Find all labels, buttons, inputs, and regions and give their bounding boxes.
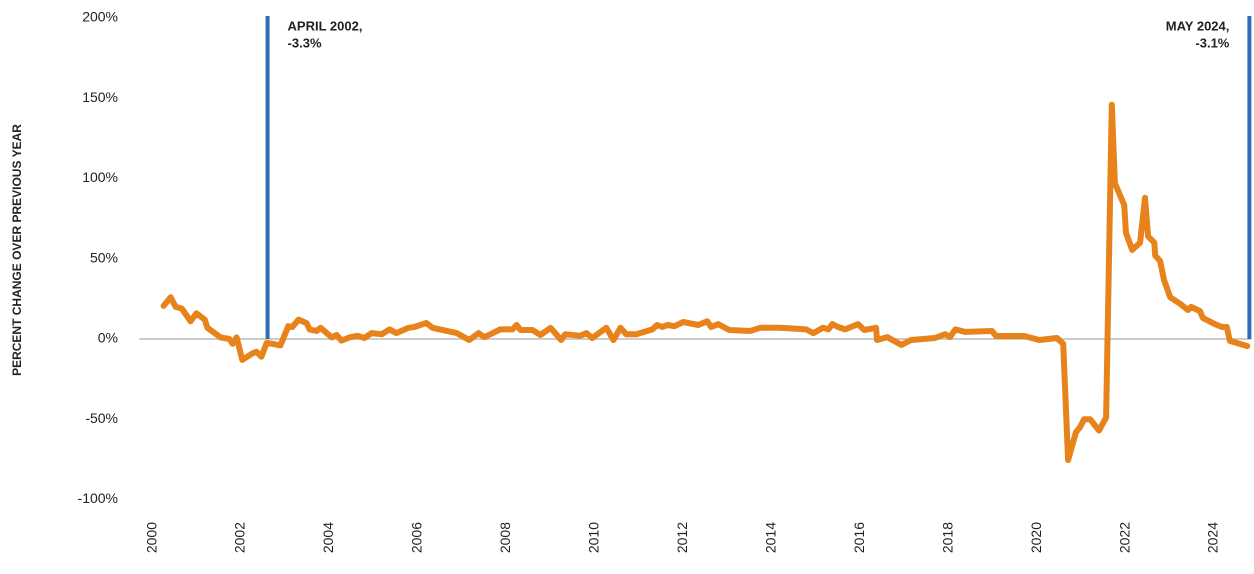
x-tick-label: 2024 [1205, 522, 1221, 553]
y-tick-label: 200% [82, 9, 118, 25]
annotation-text: -3.1% [1195, 35, 1229, 50]
y-tick-label: 0% [98, 330, 118, 346]
x-tick-label: 2012 [674, 522, 690, 553]
y-tick-label: 100% [82, 169, 118, 185]
y-tick-label: -100% [78, 490, 118, 506]
y-tick-label: 150% [82, 89, 118, 105]
annotation-text: APRIL 2002, [288, 18, 363, 33]
x-tick-label: 2002 [232, 522, 248, 553]
x-tick-label: 2004 [320, 522, 336, 553]
annotation-text: MAY 2024, [1166, 18, 1230, 33]
x-tick-label: 2008 [497, 522, 513, 553]
y-tick-label: 50% [90, 249, 118, 265]
y-tick-label: -50% [85, 410, 118, 426]
x-tick-label: 2006 [409, 522, 425, 553]
x-tick-label: 2018 [939, 522, 955, 553]
x-tick-label: 2014 [762, 522, 778, 553]
x-tick-label: 2010 [586, 522, 602, 553]
x-tick-label: 2020 [1028, 522, 1044, 553]
x-tick-label: 2000 [143, 522, 159, 553]
y-axis-label: PERCENT CHANGE OVER PREVIOUS YEAR [10, 124, 24, 376]
data-line [160, 101, 1251, 463]
x-tick-label: 2016 [851, 522, 867, 553]
x-tick-label: 2022 [1116, 522, 1132, 553]
annotation-text: -3.3% [288, 35, 322, 50]
